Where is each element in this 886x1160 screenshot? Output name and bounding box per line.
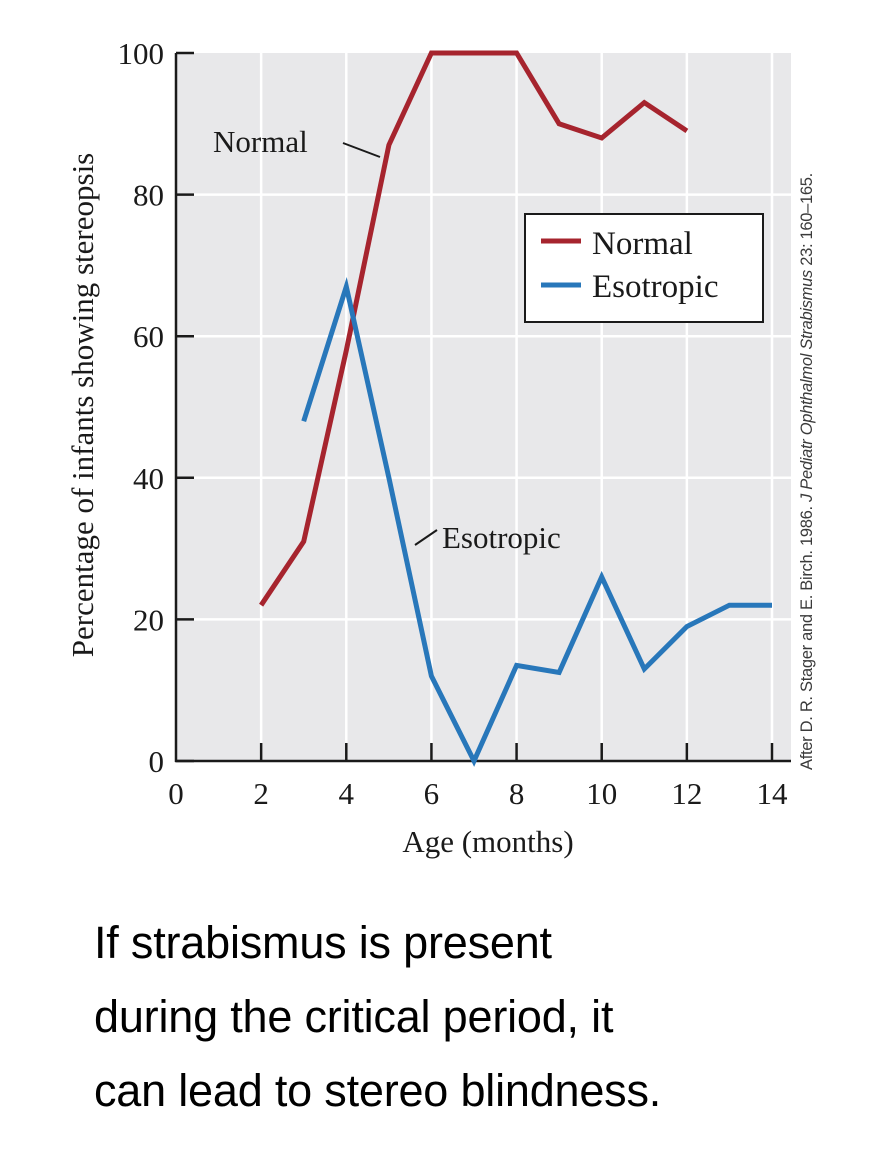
- y-tick-label: 80: [133, 178, 164, 213]
- legend: Normal Esotropic: [524, 213, 764, 323]
- esotropic-annotation-leader: [414, 529, 438, 546]
- legend-label-normal: Normal: [592, 226, 693, 262]
- y-axis-label: Percentage of infants showing stereopsis: [65, 153, 100, 658]
- esotropic-annotation-label: Esotropic: [442, 520, 561, 555]
- series-line-esotropic: [301, 276, 772, 767]
- attribution-suffix: 23: 160–165.: [798, 173, 816, 270]
- y-tick-label: 100: [118, 36, 165, 71]
- y-tick-label: 40: [133, 461, 164, 496]
- normal-annotation-leader: [342, 142, 381, 158]
- legend-label-esotropic: Esotropic: [592, 269, 718, 305]
- x-axis-label: Age (months): [402, 824, 573, 859]
- plot-area: [176, 53, 791, 762]
- x-tick-label: 4: [339, 776, 355, 811]
- x-tick-label: 12: [671, 776, 702, 811]
- x-tick-label: 0: [168, 776, 184, 811]
- x-tick-label: 10: [586, 776, 617, 811]
- legend-box: [524, 213, 764, 323]
- attribution-journal: J Pediatr Ophthalmol Strabismus: [798, 270, 816, 503]
- y-tick-label: 60: [133, 319, 164, 354]
- y-tick-label: 20: [133, 602, 164, 637]
- x-tick-label: 2: [253, 776, 269, 811]
- caption-line-3: can lead to stereo blindness.: [94, 1065, 662, 1116]
- x-tick-label: 8: [509, 776, 525, 811]
- series-lines: [259, 50, 772, 767]
- slide-caption: If strabismus is present during the crit…: [94, 906, 854, 1128]
- x-tick-label: 6: [424, 776, 440, 811]
- normal-annotation-label: Normal: [213, 124, 308, 159]
- gridlines: [176, 53, 791, 761]
- caption-line-1: If strabismus is present: [94, 917, 552, 968]
- axes: [174, 51, 791, 763]
- y-tick-label: 0: [149, 744, 165, 779]
- caption-line-2: during the critical period, it: [94, 991, 614, 1042]
- source-attribution: After D. R. Stager and E. Birch. 1986. J…: [798, 173, 816, 770]
- x-tick-label: 14: [757, 776, 789, 811]
- y-axis-tick-labels: 0 20 40 60 80 100: [118, 36, 165, 779]
- chart: 0 20 40 60 80 100 0 2 4 6 8 10 12 14 Age (months) Pe…: [65, 36, 816, 859]
- series-line-normal: [259, 50, 689, 607]
- x-axis-tick-labels: 0 2 4 6 8 10 12 14: [168, 776, 788, 811]
- attribution-prefix: After D. R. Stager and E. Birch. 1986.: [798, 502, 816, 770]
